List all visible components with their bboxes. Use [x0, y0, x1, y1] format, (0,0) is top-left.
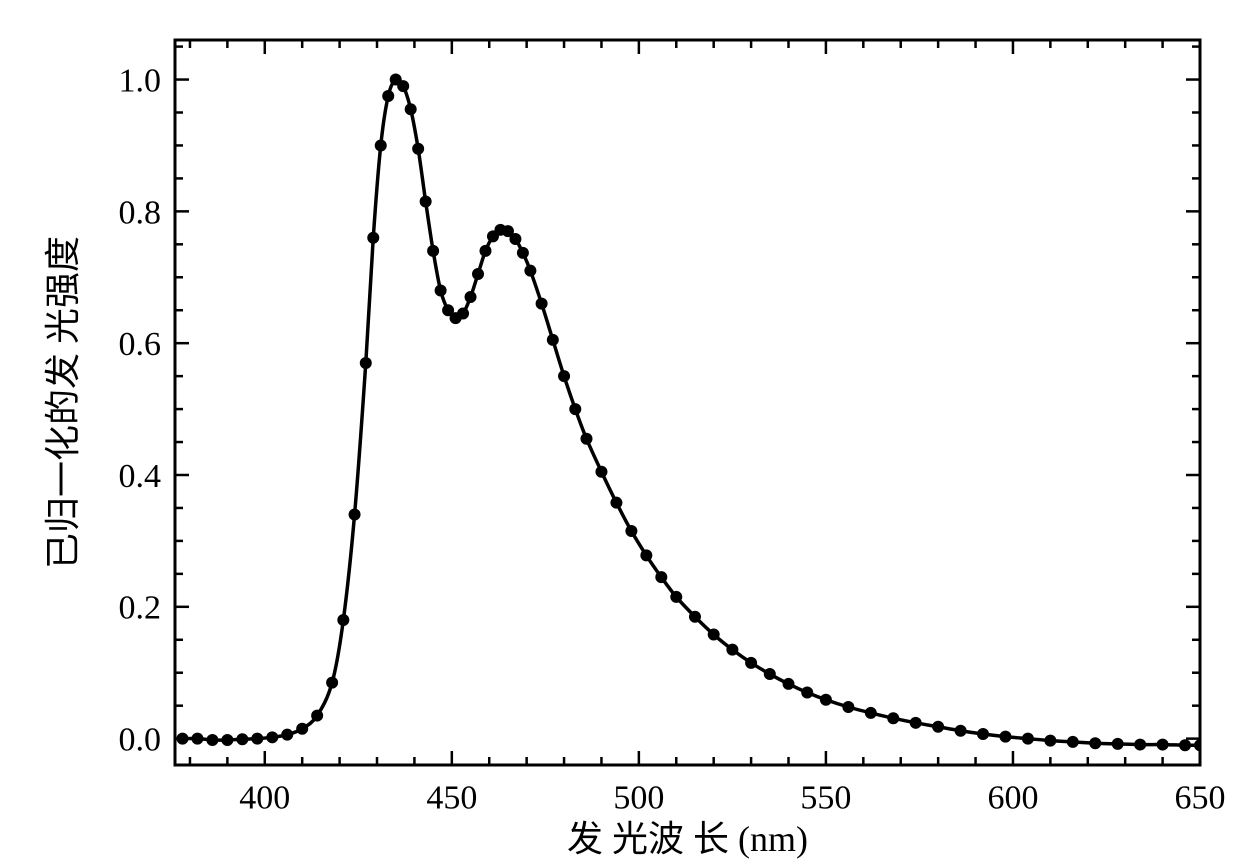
- series-marker: [367, 232, 379, 244]
- series-marker: [509, 233, 521, 245]
- series-marker: [326, 677, 338, 689]
- series-marker: [457, 308, 469, 320]
- y-tick-label: 0.4: [119, 458, 162, 495]
- x-tick-label: 650: [1175, 780, 1226, 817]
- series-marker: [1044, 735, 1056, 747]
- series-marker: [640, 549, 652, 561]
- y-tick-label: 0.0: [119, 722, 162, 759]
- y-tick-label: 1.0: [119, 62, 162, 99]
- series-marker: [842, 701, 854, 713]
- series-marker: [517, 247, 529, 259]
- y-axis-title: 已归一化的发 光强度: [43, 236, 83, 569]
- series-marker: [221, 734, 233, 746]
- series-marker: [783, 678, 795, 690]
- series-marker: [281, 729, 293, 741]
- x-axis-title: 发 光波 长 (nm): [567, 819, 808, 859]
- series-marker: [820, 694, 832, 706]
- x-tick-label: 550: [800, 780, 851, 817]
- series-marker: [1022, 733, 1034, 745]
- series-marker: [251, 733, 263, 745]
- series-marker: [708, 629, 720, 641]
- series-marker: [405, 103, 417, 115]
- x-tick-label: 400: [239, 780, 290, 817]
- spectrum-chart: 400 450 500 550 600 650 0.0 0.2 0.4 0.6 0.8 1.0 发 光波…: [0, 0, 1239, 864]
- series-marker: [655, 571, 667, 583]
- series-marker: [236, 733, 248, 745]
- series-marker: [397, 80, 409, 92]
- series-marker: [375, 139, 387, 151]
- series-marker: [745, 657, 757, 669]
- series-marker: [420, 195, 432, 207]
- series-marker: [536, 298, 548, 310]
- series-marker: [910, 717, 922, 729]
- y-tick-label: 0.8: [119, 194, 162, 231]
- y-tick-label: 0.6: [119, 326, 162, 363]
- series-marker: [955, 725, 967, 737]
- series-marker: [999, 731, 1011, 743]
- series-marker: [435, 284, 447, 296]
- x-tick-label: 450: [426, 780, 477, 817]
- series-marker: [569, 403, 581, 415]
- series-marker: [360, 357, 372, 369]
- series-marker: [479, 245, 491, 257]
- series-marker: [547, 334, 559, 346]
- series-marker: [266, 731, 278, 743]
- series-marker: [191, 733, 203, 745]
- series-marker: [206, 734, 218, 746]
- series-marker: [764, 668, 776, 680]
- series-marker: [465, 291, 477, 303]
- series-marker: [977, 728, 989, 740]
- series-marker: [580, 433, 592, 445]
- series-marker: [1112, 738, 1124, 750]
- series-marker: [932, 721, 944, 733]
- series-marker: [689, 611, 701, 623]
- series-marker: [176, 733, 188, 745]
- y-tick-label: 0.2: [119, 590, 162, 627]
- series-marker: [558, 370, 570, 382]
- series-marker: [610, 497, 622, 509]
- chart-svg: 400 450 500 550 600 650 0.0 0.2 0.4 0.6 0.8 1.0 发 光波…: [0, 0, 1239, 864]
- series-marker: [865, 707, 877, 719]
- series-marker: [1179, 739, 1191, 751]
- series-marker: [296, 723, 308, 735]
- series-marker: [670, 591, 682, 603]
- series-marker: [382, 90, 394, 102]
- series-marker: [1067, 736, 1079, 748]
- series-marker: [1134, 739, 1146, 751]
- series-marker: [524, 265, 536, 277]
- series-marker: [412, 143, 424, 155]
- series-marker: [427, 245, 439, 257]
- x-tick-label: 600: [987, 780, 1038, 817]
- series-marker: [311, 710, 323, 722]
- series-marker: [1089, 737, 1101, 749]
- series-marker: [595, 466, 607, 478]
- series-marker: [1157, 739, 1169, 751]
- series-marker: [887, 712, 899, 724]
- series-marker: [801, 687, 813, 699]
- series-marker: [472, 268, 484, 280]
- series-marker: [726, 644, 738, 656]
- series-marker: [625, 525, 637, 537]
- series-marker: [337, 614, 349, 626]
- series-marker: [349, 509, 361, 521]
- x-tick-label: 500: [613, 780, 664, 817]
